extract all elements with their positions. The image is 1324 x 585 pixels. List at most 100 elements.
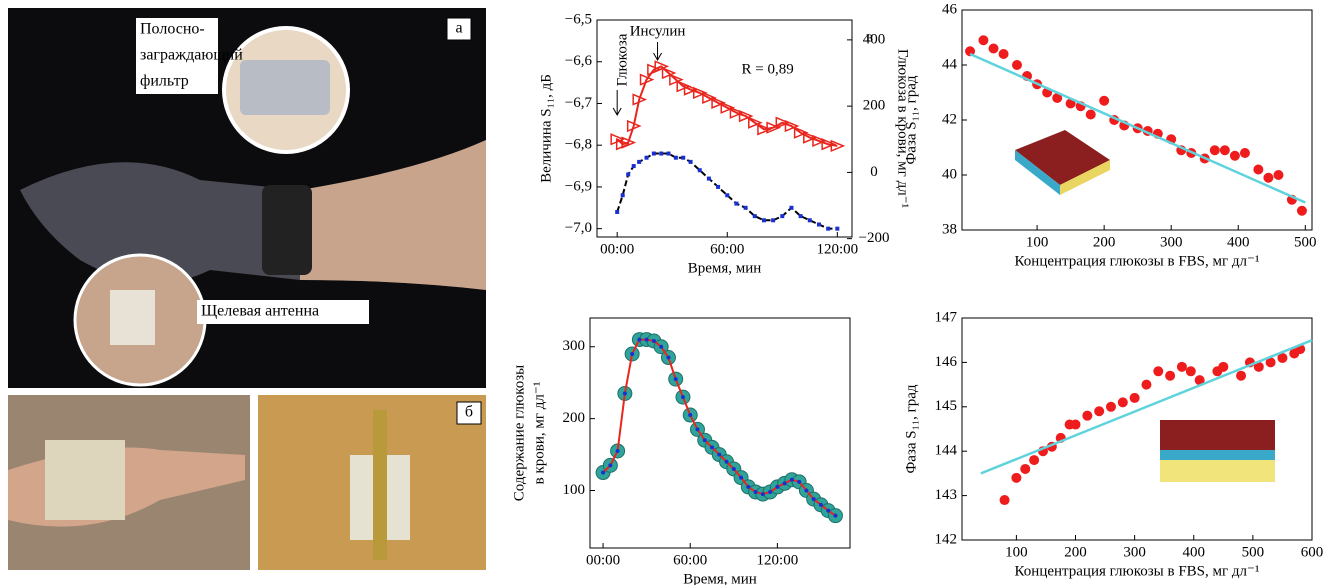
marker xyxy=(661,66,677,80)
marker xyxy=(716,184,721,189)
y-tick-label: −7,0 xyxy=(565,220,592,236)
marker xyxy=(807,218,812,223)
marker xyxy=(620,193,625,198)
marker xyxy=(833,513,838,518)
marker xyxy=(757,123,772,136)
point xyxy=(1194,375,1205,386)
point xyxy=(1052,93,1063,103)
y-axis-label: Фаза S₁₁, град xyxy=(903,384,919,473)
marker xyxy=(835,226,840,231)
marker xyxy=(626,119,642,133)
marker xyxy=(695,427,700,432)
panel-letter: а xyxy=(455,20,462,37)
point xyxy=(1085,109,1096,120)
marker xyxy=(622,391,627,396)
y-axis-label: Величина S₁₁, дБ xyxy=(538,74,554,183)
marker xyxy=(731,466,736,471)
marker xyxy=(830,139,846,153)
photo-panel-b: б xyxy=(8,395,486,570)
x-tick-label: 600 xyxy=(1301,544,1324,560)
x-tick-label: 60:00 xyxy=(710,241,744,257)
marker xyxy=(771,218,776,223)
point xyxy=(1165,370,1176,381)
y-tick-label: 143 xyxy=(935,487,958,503)
marker xyxy=(630,351,635,356)
y-axis-label: Содержание глюкозы xyxy=(511,365,527,501)
x-tick-label: 60:00 xyxy=(673,552,707,568)
marker xyxy=(647,63,662,76)
marker xyxy=(826,226,831,231)
y-axis-label: в крови, мг дл⁻¹ xyxy=(531,382,547,485)
point xyxy=(988,43,999,54)
y-tick-label: 147 xyxy=(935,309,958,325)
marker xyxy=(711,96,727,109)
point xyxy=(1265,357,1276,368)
marker xyxy=(637,337,642,342)
marker xyxy=(681,155,686,160)
marker xyxy=(818,502,823,507)
point xyxy=(1029,455,1040,466)
series-line xyxy=(616,65,838,147)
fit-line xyxy=(980,339,1313,475)
marker xyxy=(789,205,794,210)
point xyxy=(998,49,1009,59)
antenna-label: Щелевая антенна xyxy=(201,303,319,320)
marker xyxy=(724,459,729,464)
filter-label: Полосно- xyxy=(140,21,205,38)
y-tick-label: 40 xyxy=(942,166,957,182)
plot-frame xyxy=(596,19,853,238)
point xyxy=(978,35,989,46)
arm-skin xyxy=(300,140,486,290)
marker xyxy=(632,93,648,106)
marker xyxy=(789,477,794,482)
band xyxy=(262,185,312,275)
marker xyxy=(659,344,664,349)
marker xyxy=(748,116,763,129)
point xyxy=(1070,419,1081,430)
marker xyxy=(615,448,620,453)
y-tick-label: 144 xyxy=(935,443,958,459)
x-axis-label: Время, мин xyxy=(683,571,757,585)
y-tick-label: 145 xyxy=(935,398,958,414)
point xyxy=(1253,164,1264,175)
filter xyxy=(240,60,330,115)
arrow xyxy=(653,42,662,62)
marker xyxy=(654,60,670,73)
y2-axis-label: Глюкоза в крови, мг дл⁻¹ xyxy=(895,49,911,208)
point xyxy=(1239,148,1250,158)
marker xyxy=(725,193,730,198)
marker xyxy=(734,201,739,206)
marker xyxy=(676,80,692,93)
marker xyxy=(702,438,707,443)
y2-tick-label: −200 xyxy=(859,230,890,246)
marker xyxy=(601,470,606,475)
y2-tick-label: 200 xyxy=(863,98,886,114)
y-tick-label: −6,7 xyxy=(565,95,593,111)
y-tick-label: 46 xyxy=(942,1,958,17)
sketch xyxy=(1015,150,1060,195)
antenna xyxy=(45,440,125,520)
marker xyxy=(797,479,802,484)
marker xyxy=(804,488,809,493)
y-tick-label: −6,5 xyxy=(565,11,592,27)
point xyxy=(1253,361,1264,372)
panel-letter: б xyxy=(465,404,473,421)
marker xyxy=(743,205,748,210)
point xyxy=(1236,370,1247,381)
antenna xyxy=(110,290,155,345)
plot-frame xyxy=(961,317,1313,541)
marker xyxy=(782,481,787,486)
annotation: Глюкоза xyxy=(615,33,631,86)
label-box xyxy=(136,18,218,94)
marker xyxy=(739,475,744,480)
y2-tick-label: 400 xyxy=(863,31,886,47)
x-tick-label: 100 xyxy=(1005,544,1028,560)
y-axis-label: Фаза S₁₁, град xyxy=(903,75,919,164)
point xyxy=(1176,361,1187,372)
y-tick-label: 42 xyxy=(942,111,957,127)
marker xyxy=(816,222,821,227)
y-tick-label: 44 xyxy=(942,56,958,72)
point xyxy=(1129,392,1140,403)
marker xyxy=(780,214,785,219)
point xyxy=(1099,95,1110,106)
